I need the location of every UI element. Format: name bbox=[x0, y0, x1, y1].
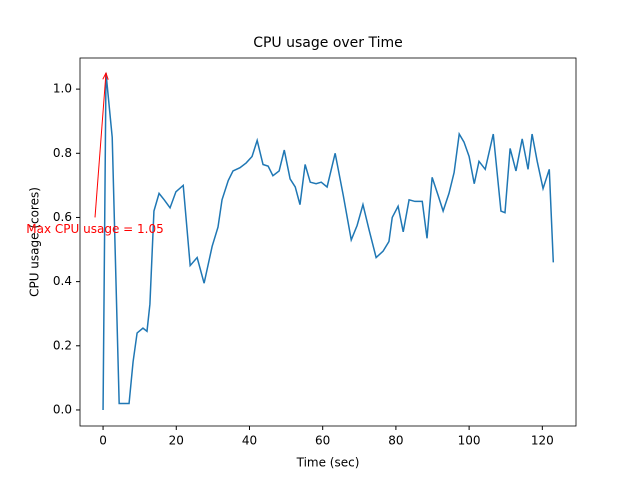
x-tick-label: 80 bbox=[388, 434, 403, 448]
data-line bbox=[102, 73, 555, 410]
x-tick-label: 20 bbox=[169, 434, 184, 448]
y-tick-label: 0.2 bbox=[53, 338, 72, 352]
x-tick-label: 60 bbox=[315, 434, 330, 448]
x-tick-label: 100 bbox=[458, 434, 481, 448]
chart-title: CPU usage over Time bbox=[253, 35, 403, 51]
y-axis-label: CPU usage (cores) bbox=[28, 187, 42, 297]
x-axis-label: Time (sec) bbox=[296, 456, 360, 470]
y-tick-label: 0.4 bbox=[53, 274, 72, 288]
plot-frame bbox=[79, 57, 577, 427]
x-tick-label: 120 bbox=[531, 434, 554, 448]
x-tick-label: 40 bbox=[242, 434, 257, 448]
y-tick-label: 1.0 bbox=[53, 82, 72, 96]
y-tick-label: 0.0 bbox=[53, 402, 72, 416]
annotation-arrowhead bbox=[102, 71, 109, 80]
y-tick-label: 0.6 bbox=[53, 210, 72, 224]
y-tick-label: 0.8 bbox=[53, 146, 72, 160]
annotation-arrow bbox=[94, 73, 107, 218]
x-tick-label: 0 bbox=[99, 434, 107, 448]
annotation-text: Max CPU usage = 1.05 bbox=[26, 222, 163, 236]
